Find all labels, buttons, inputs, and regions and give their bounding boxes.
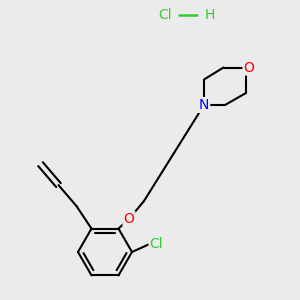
Text: O: O: [244, 61, 254, 74]
Text: H: H: [205, 8, 215, 22]
Text: Cl: Cl: [158, 8, 172, 22]
Text: N: N: [199, 98, 209, 112]
Text: O: O: [124, 212, 134, 226]
Text: Cl: Cl: [149, 238, 163, 251]
